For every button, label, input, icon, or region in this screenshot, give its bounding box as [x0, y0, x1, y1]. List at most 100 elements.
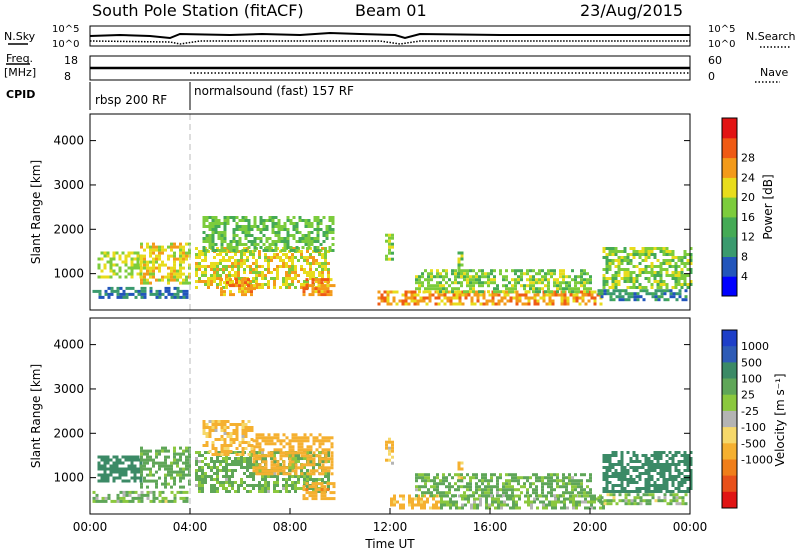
echo-cell [662, 487, 666, 490]
echo-cell [321, 469, 325, 473]
echo-cell [611, 487, 615, 490]
echo-cell [407, 302, 411, 306]
colorbar-tick-label: -1000 [741, 453, 773, 466]
echo-cell [291, 451, 295, 455]
echo-cell [580, 275, 583, 279]
echo-cell [303, 433, 307, 437]
echo-cell [289, 219, 293, 222]
echo-cell [228, 481, 231, 484]
echo-cell [273, 481, 276, 484]
echo-cell [415, 494, 418, 498]
echo-cell [306, 472, 310, 476]
echo-cell [306, 256, 309, 259]
echo-cell [116, 295, 120, 299]
echo-cell [155, 289, 159, 293]
echo-cell [578, 302, 582, 306]
echo-cell [294, 271, 297, 274]
echo-cell [404, 296, 408, 300]
echo-cell [578, 494, 581, 498]
echo-cell [680, 460, 684, 463]
echo-cell [161, 278, 164, 282]
echo-cell [436, 275, 439, 279]
echo-cell [436, 281, 439, 285]
echo-cell [273, 490, 276, 493]
echo-cell [176, 257, 179, 261]
echo-cell [276, 460, 280, 464]
echo-cell [185, 464, 188, 468]
echo-cell [291, 466, 294, 469]
echo-cell [469, 275, 472, 279]
echo-cell [253, 222, 257, 225]
echo-cell [210, 457, 213, 460]
echo-cell [255, 451, 258, 454]
echo-cell [626, 463, 630, 466]
echo-cell [452, 293, 456, 297]
echo-cell [590, 494, 593, 498]
echo-cell [672, 499, 676, 503]
echo-cell [556, 494, 559, 498]
echo-cell [644, 454, 648, 457]
echo-cell [201, 490, 204, 493]
echo-cell [500, 506, 503, 510]
echo-cell [632, 280, 636, 283]
echo-cell [235, 429, 239, 432]
echo-cell [176, 458, 179, 462]
echo-cell [103, 464, 107, 468]
echo-cell [530, 500, 533, 504]
echo-cell [413, 299, 417, 303]
echo-cell [213, 472, 216, 475]
echo-cell [176, 269, 179, 273]
echo-cell [550, 473, 553, 477]
echo-cell [235, 249, 239, 252]
echo-cell [605, 280, 609, 283]
echo-cell [229, 249, 233, 252]
echo-cell [402, 503, 405, 507]
echo-region [92, 286, 189, 299]
echo-cell [124, 263, 128, 267]
echo-cell [303, 454, 307, 458]
echo-cell [683, 481, 687, 484]
echo-cell [388, 452, 391, 456]
echo-cell [629, 247, 633, 250]
echo-cell [118, 476, 122, 480]
echo-cell [618, 295, 622, 299]
echo-cell [261, 271, 264, 274]
echo-cell [258, 487, 261, 490]
echo-cell [318, 253, 321, 256]
echo-cell [651, 496, 655, 500]
echo-cell [327, 274, 330, 277]
echo-cell [195, 280, 198, 283]
echo-cell [309, 460, 312, 463]
echo-cell [490, 494, 493, 498]
echo-cell [583, 281, 586, 285]
echo-cell [647, 457, 651, 460]
echo-cell [241, 228, 245, 231]
echo-cell [404, 293, 408, 297]
echo-cell [629, 466, 633, 469]
echo-cell [484, 476, 487, 480]
echo-cell [164, 496, 168, 500]
echo-cell [306, 436, 310, 440]
echo-cell [291, 268, 294, 271]
echo-cell [656, 472, 660, 475]
echo-cell [324, 454, 328, 458]
echo-cell [614, 454, 618, 457]
echo-cell [319, 243, 323, 246]
echo-cell [515, 290, 519, 294]
echo-cell [305, 488, 309, 492]
echo-cell [568, 473, 571, 477]
echo-cell [487, 275, 490, 279]
echo-cell [514, 281, 517, 285]
echo-cell [602, 478, 606, 481]
echo-cell [140, 458, 143, 462]
echo-cell [259, 231, 263, 234]
echo-cell [274, 246, 278, 249]
echo-cell [644, 484, 648, 487]
echo-cell [167, 292, 171, 296]
echo-cell [244, 228, 248, 231]
echo-cell [479, 503, 482, 507]
echo-cell [565, 287, 568, 291]
echo-cell [179, 281, 182, 285]
echo-cell [641, 466, 645, 469]
echo-cell [674, 268, 678, 271]
